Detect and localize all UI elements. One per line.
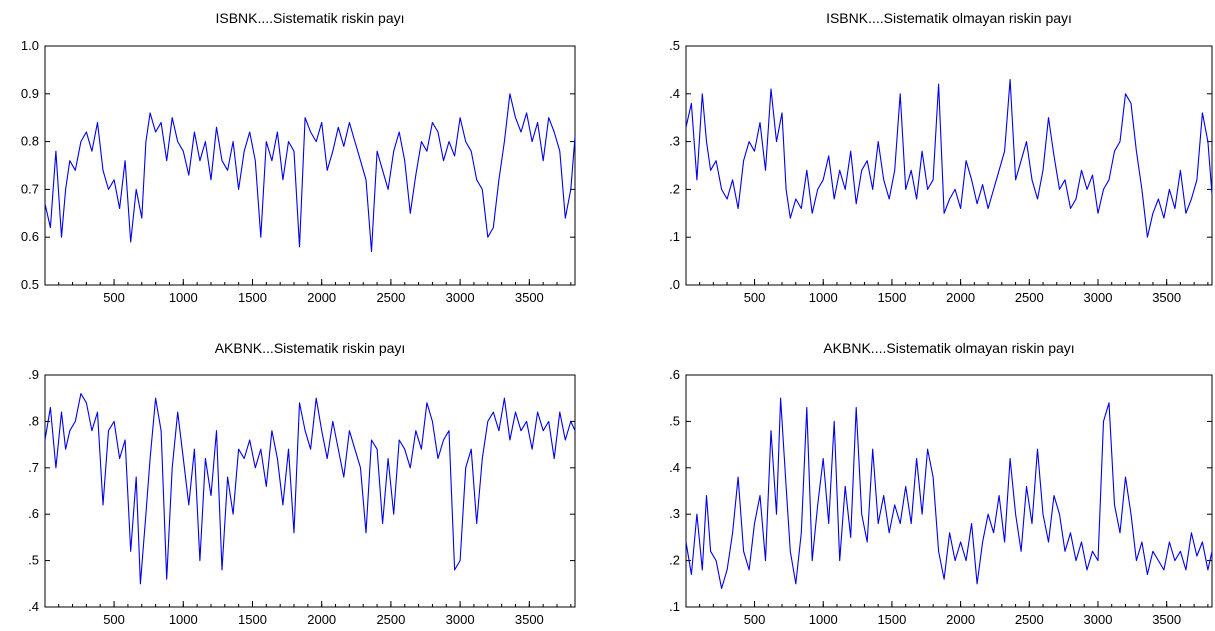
y-tick-label: .5 — [28, 553, 39, 568]
x-tick-label: 1500 — [238, 290, 267, 305]
x-tick-label: 3000 — [446, 612, 475, 627]
y-tick-label: .1 — [669, 229, 680, 244]
x-tick-label: 2000 — [946, 290, 975, 305]
x-tick-label: 500 — [103, 290, 125, 305]
y-tick-label: .7 — [28, 460, 39, 475]
y-tick-label: .4 — [669, 86, 680, 101]
y-tick-label: .5 — [669, 413, 680, 428]
x-tick-label: 3500 — [515, 612, 544, 627]
plot-frame — [685, 374, 1213, 608]
x-tick-label: 2500 — [1015, 290, 1044, 305]
x-tick-label: 2500 — [1015, 612, 1044, 627]
chart-title: AKBNK....Sistematik olmayan riskin payı — [823, 340, 1074, 356]
chart-panel-2: ISBNK....Sistematik olmayan riskin payı.… — [669, 10, 1213, 305]
y-tick-label: 1.0 — [21, 38, 39, 53]
y-tick-label: .3 — [669, 134, 680, 149]
x-tick-label: 3500 — [515, 290, 544, 305]
x-tick-label: 2500 — [376, 290, 405, 305]
chart-panel-1: ISBNK....Sistematik riskin payı 0.5 0.6 0.7… — [21, 10, 576, 305]
series-line — [685, 397, 1213, 589]
plot-frame — [44, 374, 576, 608]
y-tick-label: .2 — [669, 553, 680, 568]
plot-frame — [44, 45, 576, 286]
y-tick-label: .4 — [28, 599, 39, 614]
x-tick-label: 500 — [103, 612, 125, 627]
x-tick-label: 3500 — [1152, 612, 1181, 627]
x-tick-label: 500 — [744, 612, 766, 627]
chart-panel-3: AKBNK...Sistematik riskin payı .4 .5 .6 .7 .8… — [28, 340, 576, 627]
y-tick-label: .5 — [669, 38, 680, 53]
chart-panel-4: AKBNK....Sistematik olmayan riskin payı.… — [669, 340, 1213, 627]
y-tick-label: 0.9 — [21, 86, 39, 101]
y-tick-label: .4 — [669, 460, 680, 475]
x-tick-label: 1000 — [169, 290, 198, 305]
x-tick-label: 3000 — [1084, 612, 1113, 627]
plot-frame — [685, 45, 1213, 286]
series-line — [44, 93, 576, 253]
y-tick-label: .1 — [669, 599, 680, 614]
y-tick-label: 0.6 — [21, 229, 39, 244]
x-tick-label: 1000 — [809, 612, 838, 627]
series-line — [44, 393, 576, 585]
x-tick-label: 1500 — [877, 612, 906, 627]
x-tick-label: 1000 — [169, 612, 198, 627]
y-tick-label: .6 — [28, 506, 39, 521]
x-tick-label: 3000 — [446, 290, 475, 305]
y-tick-label: .9 — [28, 367, 39, 382]
x-tick-label: 2000 — [946, 612, 975, 627]
chart-title: AKBNK...Sistematik riskin payı — [215, 340, 406, 356]
y-tick-label: 0.7 — [21, 181, 39, 196]
x-tick-label: 3000 — [1084, 290, 1113, 305]
y-tick-label: 0.5 — [21, 277, 39, 292]
x-tick-label: 500 — [744, 290, 766, 305]
y-tick-label: .0 — [669, 277, 680, 292]
y-tick-label: .2 — [669, 181, 680, 196]
y-tick-label: 0.8 — [21, 134, 39, 149]
chart-title: ISBNK....Sistematik riskin payı — [215, 10, 404, 26]
x-tick-label: 2000 — [307, 290, 336, 305]
y-tick-label: .3 — [669, 506, 680, 521]
y-tick-label: .8 — [28, 413, 39, 428]
series-line — [685, 78, 1213, 238]
x-tick-label: 1500 — [877, 290, 906, 305]
y-tick-label: .6 — [669, 367, 680, 382]
x-tick-label: 1000 — [809, 290, 838, 305]
x-tick-label: 3500 — [1152, 290, 1181, 305]
x-tick-label: 2000 — [307, 612, 336, 627]
x-tick-label: 2500 — [376, 612, 405, 627]
chart-title: ISBNK....Sistematik olmayan riskin payı — [826, 10, 1072, 26]
x-tick-label: 1500 — [238, 612, 267, 627]
